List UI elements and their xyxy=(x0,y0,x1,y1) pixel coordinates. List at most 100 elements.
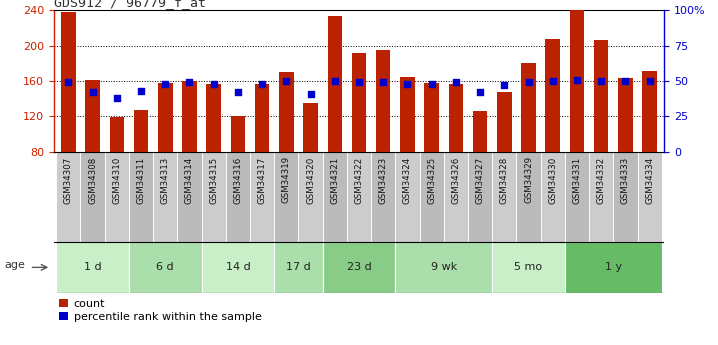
Bar xyxy=(274,241,322,293)
Point xyxy=(378,80,389,85)
Point xyxy=(644,78,656,84)
Point xyxy=(232,90,243,95)
Point xyxy=(475,90,486,95)
Text: GSM34333: GSM34333 xyxy=(621,156,630,204)
Point xyxy=(498,82,510,88)
Text: 1 y: 1 y xyxy=(605,263,622,272)
Bar xyxy=(521,62,536,152)
Text: GSM34329: GSM34329 xyxy=(524,156,533,204)
Text: GSM34325: GSM34325 xyxy=(427,156,436,204)
Bar xyxy=(396,241,493,293)
Text: GSM34322: GSM34322 xyxy=(355,156,363,204)
Text: GSM34328: GSM34328 xyxy=(500,156,509,204)
Bar xyxy=(182,81,197,152)
Point xyxy=(208,81,220,87)
Bar xyxy=(565,241,662,293)
Text: GSM34323: GSM34323 xyxy=(378,156,388,204)
Text: 14 d: 14 d xyxy=(225,263,251,272)
Bar xyxy=(322,241,396,293)
Point xyxy=(523,80,534,85)
Bar xyxy=(225,152,250,242)
Bar xyxy=(129,241,202,293)
Bar xyxy=(110,117,124,152)
Bar xyxy=(468,152,493,242)
Point xyxy=(135,88,146,94)
Point xyxy=(111,95,123,101)
Point xyxy=(595,78,607,84)
Bar xyxy=(565,152,589,242)
Text: GSM34327: GSM34327 xyxy=(475,156,485,204)
Point xyxy=(329,78,340,84)
Bar xyxy=(80,152,105,242)
Bar xyxy=(589,152,613,242)
Point xyxy=(426,81,437,87)
Bar xyxy=(347,152,371,242)
Point xyxy=(547,78,559,84)
Text: GSM34332: GSM34332 xyxy=(597,156,606,204)
Bar xyxy=(419,152,444,242)
Point xyxy=(572,77,583,82)
Bar xyxy=(158,83,172,152)
Bar xyxy=(105,152,129,242)
Text: GSM34314: GSM34314 xyxy=(185,156,194,204)
Point xyxy=(401,81,413,87)
Point xyxy=(620,78,631,84)
Point xyxy=(159,81,171,87)
Bar xyxy=(250,152,274,242)
Bar xyxy=(56,241,129,293)
Bar xyxy=(129,152,153,242)
Text: age: age xyxy=(4,260,25,270)
Text: 1 d: 1 d xyxy=(84,263,101,272)
Text: GSM34334: GSM34334 xyxy=(645,156,654,204)
Text: GDS912 / 96779_f_at: GDS912 / 96779_f_at xyxy=(54,0,206,9)
Text: GSM34308: GSM34308 xyxy=(88,156,97,204)
Bar xyxy=(61,12,75,152)
Bar xyxy=(376,50,391,152)
Bar xyxy=(207,84,221,152)
Text: GSM34317: GSM34317 xyxy=(258,156,266,204)
Bar xyxy=(202,241,274,293)
Legend: count, percentile rank within the sample: count, percentile rank within the sample xyxy=(60,299,262,322)
Bar xyxy=(279,72,294,152)
Text: GSM34320: GSM34320 xyxy=(306,156,315,204)
Bar xyxy=(613,152,638,242)
Bar xyxy=(299,152,322,242)
Text: 23 d: 23 d xyxy=(347,263,371,272)
Text: GSM34319: GSM34319 xyxy=(282,156,291,204)
Text: GSM34326: GSM34326 xyxy=(452,156,460,204)
Bar xyxy=(153,152,177,242)
Bar xyxy=(230,116,245,152)
Text: GSM34330: GSM34330 xyxy=(549,156,557,204)
Point xyxy=(305,91,317,97)
Text: GSM34316: GSM34316 xyxy=(233,156,243,204)
Bar xyxy=(493,241,565,293)
Point xyxy=(353,80,365,85)
Bar xyxy=(516,152,541,242)
Point xyxy=(62,80,74,85)
Bar xyxy=(400,77,415,152)
Bar xyxy=(327,16,342,152)
Bar xyxy=(541,152,565,242)
Text: GSM34310: GSM34310 xyxy=(112,156,121,204)
Bar xyxy=(303,103,318,152)
Point xyxy=(256,81,268,87)
Text: GSM34311: GSM34311 xyxy=(136,156,146,204)
Bar xyxy=(85,80,100,152)
Text: GSM34331: GSM34331 xyxy=(572,156,582,204)
Text: GSM34321: GSM34321 xyxy=(330,156,340,204)
Bar xyxy=(371,152,396,242)
Bar xyxy=(274,152,299,242)
Point xyxy=(281,78,292,84)
Bar xyxy=(396,152,419,242)
Bar xyxy=(497,92,511,152)
Text: 5 mo: 5 mo xyxy=(515,263,543,272)
Bar xyxy=(473,111,488,152)
Point xyxy=(87,90,98,95)
Text: 9 wk: 9 wk xyxy=(431,263,457,272)
Bar xyxy=(493,152,516,242)
Bar xyxy=(449,84,463,152)
Bar xyxy=(594,40,608,152)
Bar xyxy=(546,39,560,152)
Text: GSM34313: GSM34313 xyxy=(161,156,169,204)
Bar xyxy=(202,152,225,242)
